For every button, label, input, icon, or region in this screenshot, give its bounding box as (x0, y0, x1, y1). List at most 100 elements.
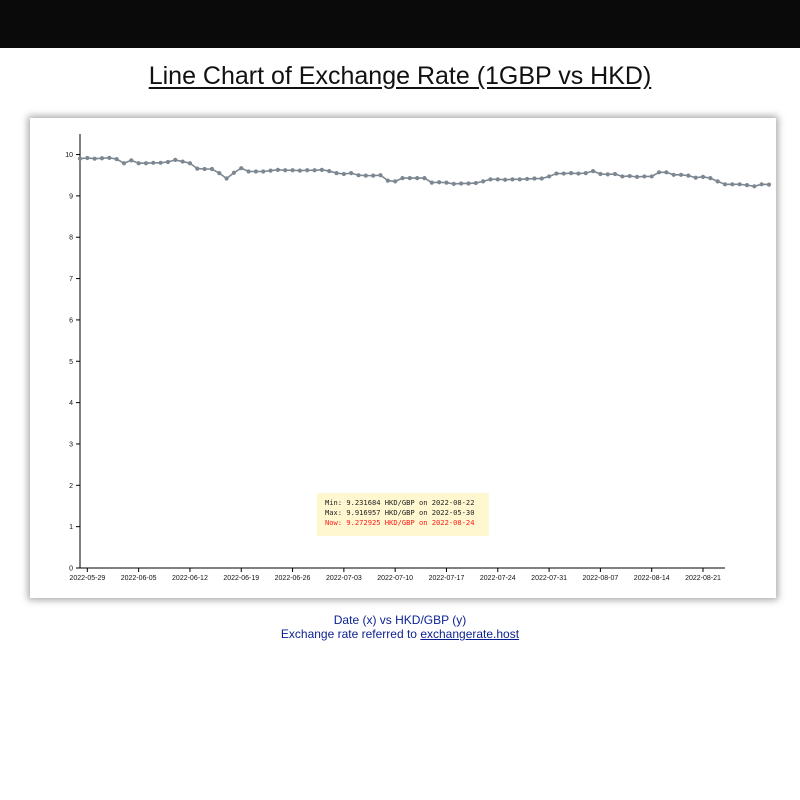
data-point (510, 177, 515, 182)
x-tick-label: 2022-08-21 (685, 575, 721, 582)
data-point (598, 171, 603, 177)
y-tick-label: 5 (69, 359, 73, 366)
data-point (187, 161, 193, 166)
data-point (664, 170, 669, 175)
data-point (349, 171, 354, 176)
data-point (649, 174, 654, 179)
data-point (195, 166, 200, 171)
top-header-bar (0, 0, 800, 48)
data-point (319, 167, 324, 172)
y-tick-label: 7 (69, 276, 73, 283)
data-point (341, 171, 346, 177)
data-point (371, 173, 376, 178)
data-point (612, 171, 618, 177)
data-point (568, 171, 574, 176)
data-point (297, 168, 302, 173)
data-point (165, 159, 171, 165)
exchangerate-link[interactable]: exchangerate.host (420, 627, 520, 641)
data-point (590, 168, 596, 174)
data-point (437, 180, 442, 185)
data-point (180, 159, 185, 164)
data-point (481, 179, 486, 184)
x-tick-label: 2022-08-14 (634, 575, 670, 582)
footer: Date (x) vs HKD/GBP (y) Exchange rate re… (0, 613, 800, 641)
data-point (708, 176, 713, 181)
data-point (459, 181, 464, 186)
data-point (656, 170, 662, 175)
data-point (554, 171, 559, 176)
data-point (209, 166, 215, 172)
data-point (246, 169, 251, 174)
data-point (173, 157, 178, 163)
data-point (327, 168, 332, 174)
data-point (400, 176, 405, 181)
data-point (525, 176, 530, 182)
data-point (642, 174, 647, 179)
stats-box: Min: 9.231684 HKD/GBP on 2022-08-22 Max:… (317, 493, 489, 536)
data-point (283, 168, 288, 173)
y-tick-label: 0 (69, 566, 73, 573)
data-point (444, 180, 449, 185)
data-point (305, 168, 310, 173)
data-point (693, 175, 698, 180)
data-point (363, 173, 368, 178)
y-tick-label: 1 (69, 524, 73, 531)
data-point (759, 182, 764, 187)
data-point (312, 168, 317, 173)
y-tick-label: 4 (69, 400, 73, 407)
data-point (129, 158, 134, 163)
data-point (517, 177, 522, 182)
stats-now: Now: 9.272925 HKD/GBP on 2022-08-24 (325, 518, 475, 527)
data-point (561, 171, 566, 176)
x-tick-label: 2022-07-31 (531, 575, 567, 582)
data-point (143, 161, 149, 166)
data-point (744, 183, 750, 188)
data-point (224, 176, 229, 181)
x-tick-label: 2022-08-07 (582, 575, 618, 582)
data-point (151, 160, 156, 165)
x-tick-label: 2022-06-26 (275, 575, 311, 582)
data-point (85, 155, 90, 161)
x-tick-label: 2022-07-24 (480, 575, 516, 582)
data-point (415, 176, 420, 181)
page-title: Line Chart of Exchange Rate (1GBP vs HKD… (148, 62, 652, 90)
data-point (356, 173, 361, 178)
data-point (385, 178, 390, 183)
data-point (114, 156, 119, 162)
data-point (766, 182, 772, 187)
data-point (722, 182, 728, 187)
data-point (473, 180, 478, 186)
stats-max: Max: 9.916957 HKD/GBP on 2022-05-30 (325, 508, 475, 517)
x-tick-label: 2022-07-10 (377, 575, 413, 582)
x-tick-label: 2022-07-03 (326, 575, 362, 582)
data-point (686, 173, 691, 178)
data-point (730, 182, 735, 187)
y-tick-label: 6 (69, 317, 73, 324)
data-point (627, 173, 632, 179)
data-point (539, 176, 544, 181)
data-point (605, 172, 610, 177)
stats-min: Min: 9.231684 HKD/GBP on 2022-08-22 (325, 498, 475, 507)
data-point (495, 177, 500, 182)
x-tick-label: 2022-06-19 (223, 575, 259, 582)
x-tick-label: 2022-05-29 (69, 575, 105, 582)
data-point (268, 168, 273, 173)
data-point (378, 173, 383, 178)
data-point (77, 156, 83, 161)
data-point (583, 171, 588, 176)
data-point (488, 177, 493, 182)
data-point (261, 169, 266, 174)
data-point (715, 179, 720, 184)
data-point (532, 176, 537, 181)
data-point (546, 174, 552, 179)
data-point (678, 172, 684, 177)
data-point (231, 170, 237, 175)
data-point (407, 176, 412, 181)
data-point (752, 184, 757, 189)
y-tick-label: 8 (69, 235, 73, 242)
data-point (671, 172, 676, 177)
data-point (99, 156, 105, 161)
footer-axis-description: Date (x) vs HKD/GBP (y) (333, 613, 467, 627)
data-point (121, 161, 127, 166)
data-point (620, 174, 625, 179)
